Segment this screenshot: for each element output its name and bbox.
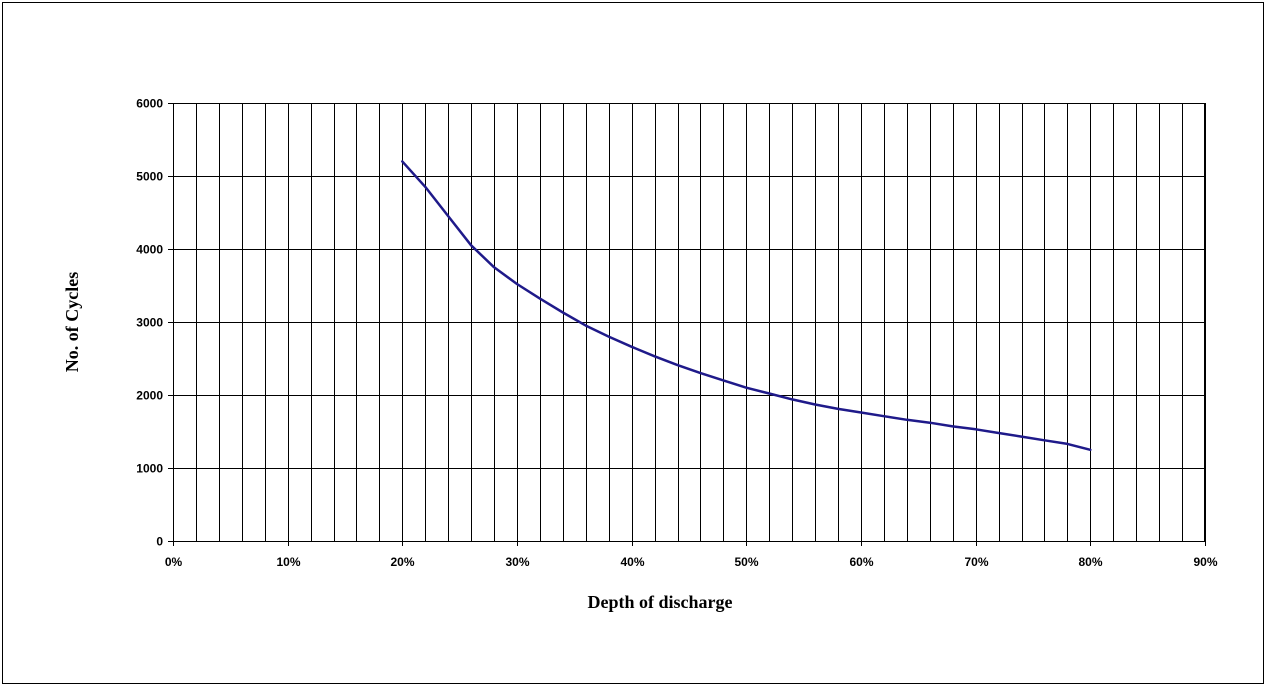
- x-tick-label: 0%: [165, 555, 183, 569]
- y-tick-label: 1000: [136, 462, 163, 476]
- x-tick-label: 60%: [849, 555, 873, 569]
- x-tick-label: 40%: [620, 555, 644, 569]
- series-line: [401, 160, 1092, 452]
- plot-border: [173, 103, 1205, 542]
- grid: [173, 103, 1206, 542]
- series-group: [401, 160, 1092, 452]
- x-axis-title: Depth of discharge: [588, 592, 733, 612]
- y-axis-ticks: 0 1000 2000 3000 4000 5000 6000: [136, 97, 173, 549]
- y-tick-label: 5000: [136, 170, 163, 184]
- x-tick-label: 10%: [276, 555, 300, 569]
- y-tick-label: 2000: [136, 389, 163, 403]
- y-tick-label: 4000: [136, 243, 163, 257]
- x-tick-label: 30%: [505, 555, 529, 569]
- y-tick-label: 3000: [136, 316, 163, 330]
- y-tick-label: 6000: [136, 97, 163, 111]
- x-tick-label: 20%: [390, 555, 414, 569]
- y-tick-label: 0: [156, 535, 163, 549]
- y-axis-title: No. of Cycles: [62, 272, 82, 372]
- x-tick-label: 50%: [734, 555, 758, 569]
- x-tick-label: 90%: [1193, 555, 1217, 569]
- x-tick-label: 70%: [964, 555, 988, 569]
- x-axis-ticks: 0% 10% 20% 30% 40% 50% 60% 70% 80% 90%: [165, 541, 1218, 569]
- x-tick-label: 80%: [1078, 555, 1102, 569]
